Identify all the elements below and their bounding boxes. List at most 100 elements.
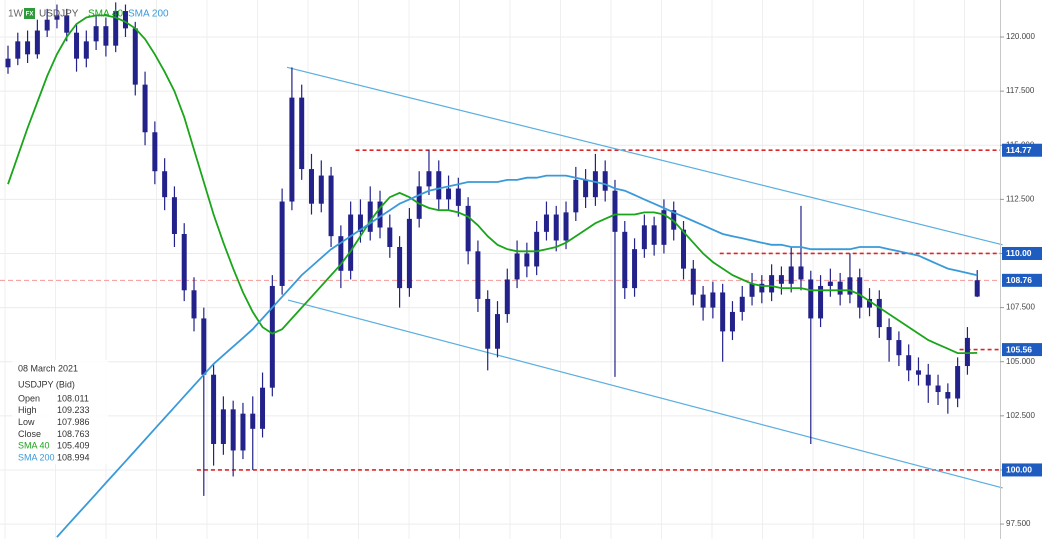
candle-body (171, 197, 177, 234)
candle-body (387, 227, 393, 247)
info-label: Close (18, 429, 41, 439)
candle-body (328, 175, 334, 237)
info-value: 108.994 (57, 452, 90, 462)
trendline (287, 299, 1003, 489)
candle-body (446, 188, 452, 200)
level-label: 108.76 (1006, 275, 1032, 285)
info-label: SMA 200 (18, 452, 55, 462)
level-label-box (1002, 343, 1042, 357)
candle-body (749, 283, 755, 297)
candle-body (181, 233, 187, 291)
timeframe: 1W (8, 9, 24, 20)
candle-body (818, 285, 824, 319)
candle-body (514, 253, 520, 280)
info-label: SMA 40 (18, 441, 50, 451)
y-tick-label: 112.500 (1006, 194, 1035, 203)
fx-icon-label: FX (26, 12, 34, 18)
info-label: Open (18, 393, 40, 403)
candle-body (857, 277, 863, 308)
candle-body (299, 97, 305, 170)
candle-body (191, 290, 197, 319)
level-label: 110.00 (1006, 248, 1032, 258)
y-tick-label: 97.500 (1006, 519, 1031, 528)
candle-body (524, 253, 530, 267)
candle-body (769, 275, 775, 293)
candle-body (260, 387, 266, 429)
candle-body (64, 15, 70, 33)
candle-body (759, 283, 765, 293)
candle-body (397, 246, 403, 289)
candle-body (622, 231, 628, 289)
candle-body (132, 28, 138, 85)
candle-body (661, 210, 667, 245)
candle-body (357, 214, 363, 232)
candle-body (964, 337, 970, 367)
info-value: 109.233 (57, 405, 90, 415)
candle-body (867, 298, 873, 308)
candle-body (93, 26, 99, 42)
y-tick-label: 107.500 (1006, 303, 1035, 312)
level-label-box (1002, 246, 1042, 260)
level-label-box (1002, 143, 1042, 157)
candle-body (837, 281, 843, 295)
candle-body (122, 11, 128, 29)
candle-body (436, 171, 442, 200)
fx-icon (24, 8, 35, 19)
candle-body (651, 225, 657, 245)
candle-body (15, 41, 21, 59)
y-tick-label: 120.000 (1006, 32, 1035, 41)
candle-body (886, 327, 892, 341)
candle-body (495, 314, 500, 349)
candle-body (201, 318, 207, 375)
info-label: Low (18, 417, 35, 427)
level-label: 105.56 (1006, 344, 1032, 354)
candle-body (925, 374, 931, 386)
candle-body (269, 285, 275, 388)
candle-body (534, 231, 540, 267)
candle-body (798, 266, 804, 280)
candle-body (573, 179, 579, 213)
candle-body (250, 413, 256, 429)
candle-body (103, 26, 109, 46)
plot-area (0, 2, 1003, 538)
legend-entry: SMA 200 (128, 9, 169, 20)
candle-body (485, 298, 491, 349)
candle-body (367, 201, 373, 232)
candle-body (583, 179, 589, 198)
grid (0, 0, 1000, 539)
candle-body (25, 41, 31, 55)
candle-body (563, 212, 569, 241)
candle-body (152, 132, 158, 172)
candle-body (788, 266, 794, 284)
candle-body (974, 280, 980, 297)
candle-body (83, 41, 89, 59)
candle-body (338, 236, 344, 271)
candle-body (553, 214, 559, 241)
candle-body (847, 277, 853, 295)
y-tick-label: 102.500 (1006, 411, 1035, 420)
candle-body (612, 190, 618, 232)
candle-body (671, 210, 677, 230)
candle-body (289, 97, 295, 202)
candle-body (406, 218, 412, 289)
candle-body (876, 298, 882, 328)
candle-body (34, 30, 40, 55)
candle-body (504, 279, 510, 315)
level-label-box (1002, 463, 1042, 477)
candle-body (729, 311, 735, 332)
candle-body (54, 15, 60, 20)
candle-body (720, 292, 726, 332)
symbol: USDJPY (39, 9, 79, 20)
legend-entry: SMA 40 (88, 9, 123, 20)
candle-body (808, 279, 814, 319)
level-label: 100.00 (1006, 465, 1032, 475)
candle-body (955, 366, 961, 399)
info-date: 08 March 2021 (18, 363, 78, 373)
candle-body (710, 292, 716, 308)
trendline (286, 66, 1003, 246)
candle-body (113, 11, 119, 46)
candle-body (240, 413, 246, 451)
info-value: 108.011 (57, 393, 89, 403)
candle-body (44, 19, 50, 31)
